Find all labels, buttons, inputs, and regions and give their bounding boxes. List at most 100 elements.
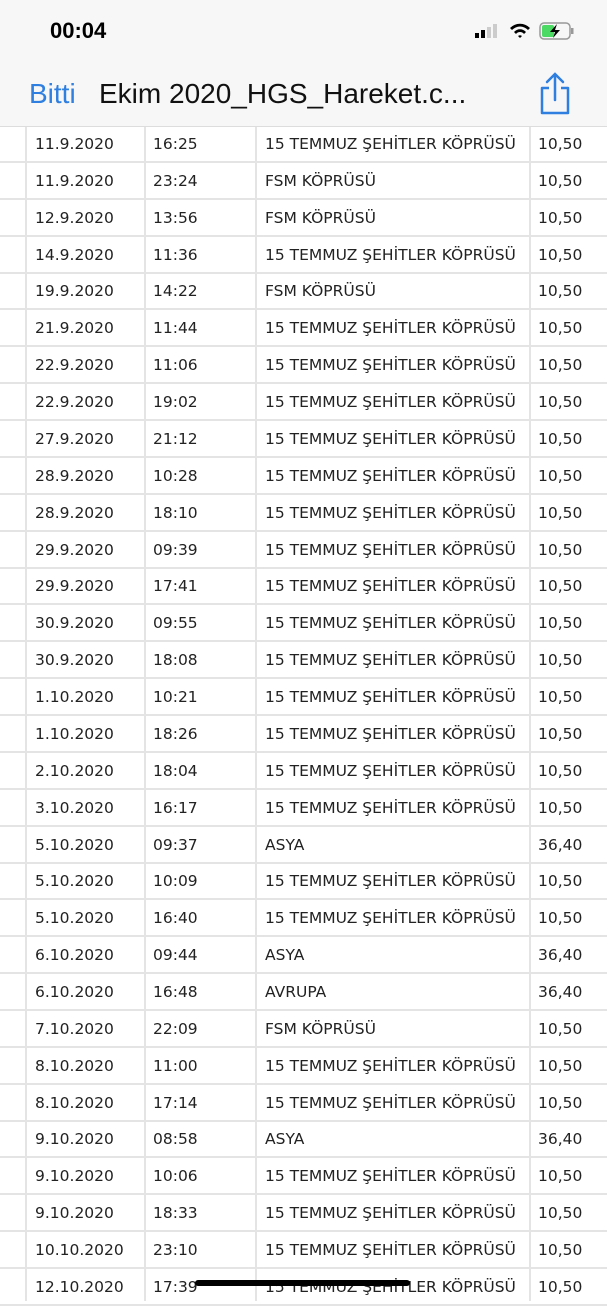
cell-time[interactable]: 22:09 — [153, 1019, 198, 1038]
cell-date[interactable]: 5.10.2020 — [35, 909, 114, 928]
cell-time[interactable]: 14:22 — [153, 282, 198, 301]
cell-location[interactable]: 15 TEMMUZ ŞEHİTLER KÖPRÜSÜ — [265, 798, 516, 817]
cell-amount[interactable]: 10,50 — [538, 135, 583, 153]
cell-amount[interactable]: 10,50 — [538, 1167, 583, 1186]
cell-location[interactable]: 15 TEMMUZ ŞEHİTLER KÖPRÜSÜ — [265, 651, 516, 670]
cell-date[interactable]: 11.9.2020 — [35, 135, 114, 153]
cell-date[interactable]: 10.10.2020 — [35, 1241, 124, 1260]
cell-location[interactable]: 15 TEMMUZ ŞEHİTLER KÖPRÜSÜ — [265, 872, 516, 891]
cell-time[interactable]: 09:37 — [153, 835, 198, 854]
cell-amount[interactable]: 10,50 — [538, 798, 583, 817]
cell-date[interactable]: 6.10.2020 — [35, 983, 114, 1001]
cell-date[interactable]: 3.10.2020 — [35, 798, 114, 817]
cell-date[interactable]: 7.10.2020 — [35, 1019, 114, 1038]
cell-location[interactable]: ASYA — [265, 835, 305, 854]
share-icon[interactable] — [537, 70, 573, 116]
cell-date[interactable]: 9.10.2020 — [35, 1204, 114, 1223]
cell-time[interactable]: 09:44 — [153, 946, 198, 965]
cell-location[interactable]: 15 TEMMUZ ŞEHİTLER KÖPRÜSÜ — [265, 1167, 516, 1186]
cell-time[interactable]: 17:39 — [153, 1277, 198, 1296]
cell-date[interactable]: 1.10.2020 — [35, 688, 114, 707]
cell-location[interactable]: 15 TEMMUZ ŞEHİTLER KÖPRÜSÜ — [265, 540, 516, 559]
cell-date[interactable]: 22.9.2020 — [35, 356, 114, 375]
cell-location[interactable]: ASYA — [265, 1130, 305, 1149]
cell-time[interactable]: 11:00 — [153, 1056, 198, 1075]
cell-amount[interactable]: 10,50 — [538, 540, 583, 559]
cell-amount[interactable]: 10,50 — [538, 1204, 583, 1223]
cell-location[interactable]: 15 TEMMUZ ŞEHİTLER KÖPRÜSÜ — [265, 429, 516, 448]
cell-location[interactable]: FSM KÖPRÜSÜ — [265, 171, 376, 190]
cell-time[interactable]: 11:06 — [153, 356, 198, 375]
cell-time[interactable]: 21:12 — [153, 429, 198, 448]
cell-date[interactable]: 8.10.2020 — [35, 1056, 114, 1075]
cell-amount[interactable]: 10,50 — [538, 1093, 583, 1112]
cell-location[interactable]: 15 TEMMUZ ŞEHİTLER KÖPRÜSÜ — [265, 1093, 516, 1112]
cell-location[interactable]: 15 TEMMUZ ŞEHİTLER KÖPRÜSÜ — [265, 1204, 516, 1223]
cell-date[interactable]: 30.9.2020 — [35, 614, 114, 633]
cell-location[interactable]: AVRUPA — [265, 983, 327, 1001]
cell-date[interactable]: 27.9.2020 — [35, 429, 114, 448]
cell-date[interactable]: 14.9.2020 — [35, 245, 114, 264]
cell-time[interactable]: 09:55 — [153, 614, 198, 633]
cell-location[interactable]: 15 TEMMUZ ŞEHİTLER KÖPRÜSÜ — [265, 614, 516, 633]
cell-amount[interactable]: 36,40 — [538, 946, 583, 965]
cell-amount[interactable]: 10,50 — [538, 356, 583, 375]
cell-amount[interactable]: 10,50 — [538, 761, 583, 780]
cell-location[interactable]: 15 TEMMUZ ŞEHİTLER KÖPRÜSÜ — [265, 1056, 516, 1075]
cell-date[interactable]: 5.10.2020 — [35, 872, 114, 891]
cell-amount[interactable]: 10,50 — [538, 393, 583, 412]
cell-location[interactable]: 15 TEMMUZ ŞEHİTLER KÖPRÜSÜ — [265, 761, 516, 780]
cell-date[interactable]: 9.10.2020 — [35, 1130, 114, 1149]
cell-location[interactable]: ASYA — [265, 946, 305, 965]
cell-date[interactable]: 12.9.2020 — [35, 208, 114, 227]
cell-amount[interactable]: 10,50 — [538, 651, 583, 670]
cell-amount[interactable]: 36,40 — [538, 983, 583, 1001]
cell-time[interactable]: 11:44 — [153, 319, 198, 338]
cell-location[interactable]: 15 TEMMUZ ŞEHİTLER KÖPRÜSÜ — [265, 909, 516, 928]
cell-time[interactable]: 11:36 — [153, 245, 198, 264]
cell-date[interactable]: 28.9.2020 — [35, 466, 114, 485]
cell-date[interactable]: 6.10.2020 — [35, 946, 114, 965]
cell-date[interactable]: 29.9.2020 — [35, 540, 114, 559]
cell-location[interactable]: 15 TEMMUZ ŞEHİTLER KÖPRÜSÜ — [265, 356, 516, 375]
cell-date[interactable]: 8.10.2020 — [35, 1093, 114, 1112]
cell-amount[interactable]: 10,50 — [538, 319, 583, 338]
cell-amount[interactable]: 10,50 — [538, 872, 583, 891]
cell-date[interactable]: 30.9.2020 — [35, 651, 114, 670]
cell-date[interactable]: 22.9.2020 — [35, 393, 114, 412]
cell-amount[interactable]: 10,50 — [538, 688, 583, 707]
cell-time[interactable]: 23:10 — [153, 1241, 198, 1260]
cell-time[interactable]: 23:24 — [153, 171, 198, 190]
cell-location[interactable]: 15 TEMMUZ ŞEHİTLER KÖPRÜSÜ — [265, 245, 516, 264]
home-indicator[interactable] — [195, 1280, 410, 1286]
cell-amount[interactable]: 36,40 — [538, 1130, 583, 1149]
cell-amount[interactable]: 10,50 — [538, 429, 583, 448]
cell-time[interactable]: 16:40 — [153, 909, 198, 928]
cell-amount[interactable]: 10,50 — [538, 245, 583, 264]
cell-location[interactable]: 15 TEMMUZ ŞEHİTLER KÖPRÜSÜ — [265, 724, 516, 743]
cell-time[interactable]: 10:28 — [153, 466, 198, 485]
cell-amount[interactable]: 10,50 — [538, 1056, 583, 1075]
cell-time[interactable]: 10:09 — [153, 872, 198, 891]
cell-date[interactable]: 11.9.2020 — [35, 171, 114, 190]
cell-time[interactable]: 16:17 — [153, 798, 198, 817]
cell-date[interactable]: 2.10.2020 — [35, 761, 114, 780]
cell-time[interactable]: 17:14 — [153, 1093, 198, 1112]
cell-location[interactable]: 15 TEMMUZ ŞEHİTLER KÖPRÜSÜ — [265, 503, 516, 522]
cell-time[interactable]: 18:04 — [153, 761, 198, 780]
cell-location[interactable]: 15 TEMMUZ ŞEHİTLER KÖPRÜSÜ — [265, 688, 516, 707]
cell-date[interactable]: 5.10.2020 — [35, 835, 114, 854]
cell-date[interactable]: 28.9.2020 — [35, 503, 114, 522]
cell-time[interactable]: 16:48 — [153, 983, 198, 1001]
cell-amount[interactable]: 10,50 — [538, 909, 583, 928]
cell-time[interactable]: 18:33 — [153, 1204, 198, 1223]
cell-amount[interactable]: 10,50 — [538, 577, 583, 596]
cell-amount[interactable]: 10,50 — [538, 208, 583, 227]
cell-time[interactable]: 18:26 — [153, 724, 198, 743]
cell-amount[interactable]: 10,50 — [538, 171, 583, 190]
cell-time[interactable]: 08:58 — [153, 1130, 198, 1149]
cell-amount[interactable]: 10,50 — [538, 1241, 583, 1260]
cell-location[interactable]: FSM KÖPRÜSÜ — [265, 1019, 376, 1038]
cell-time[interactable]: 17:41 — [153, 577, 198, 596]
cell-date[interactable]: 21.9.2020 — [35, 319, 114, 338]
